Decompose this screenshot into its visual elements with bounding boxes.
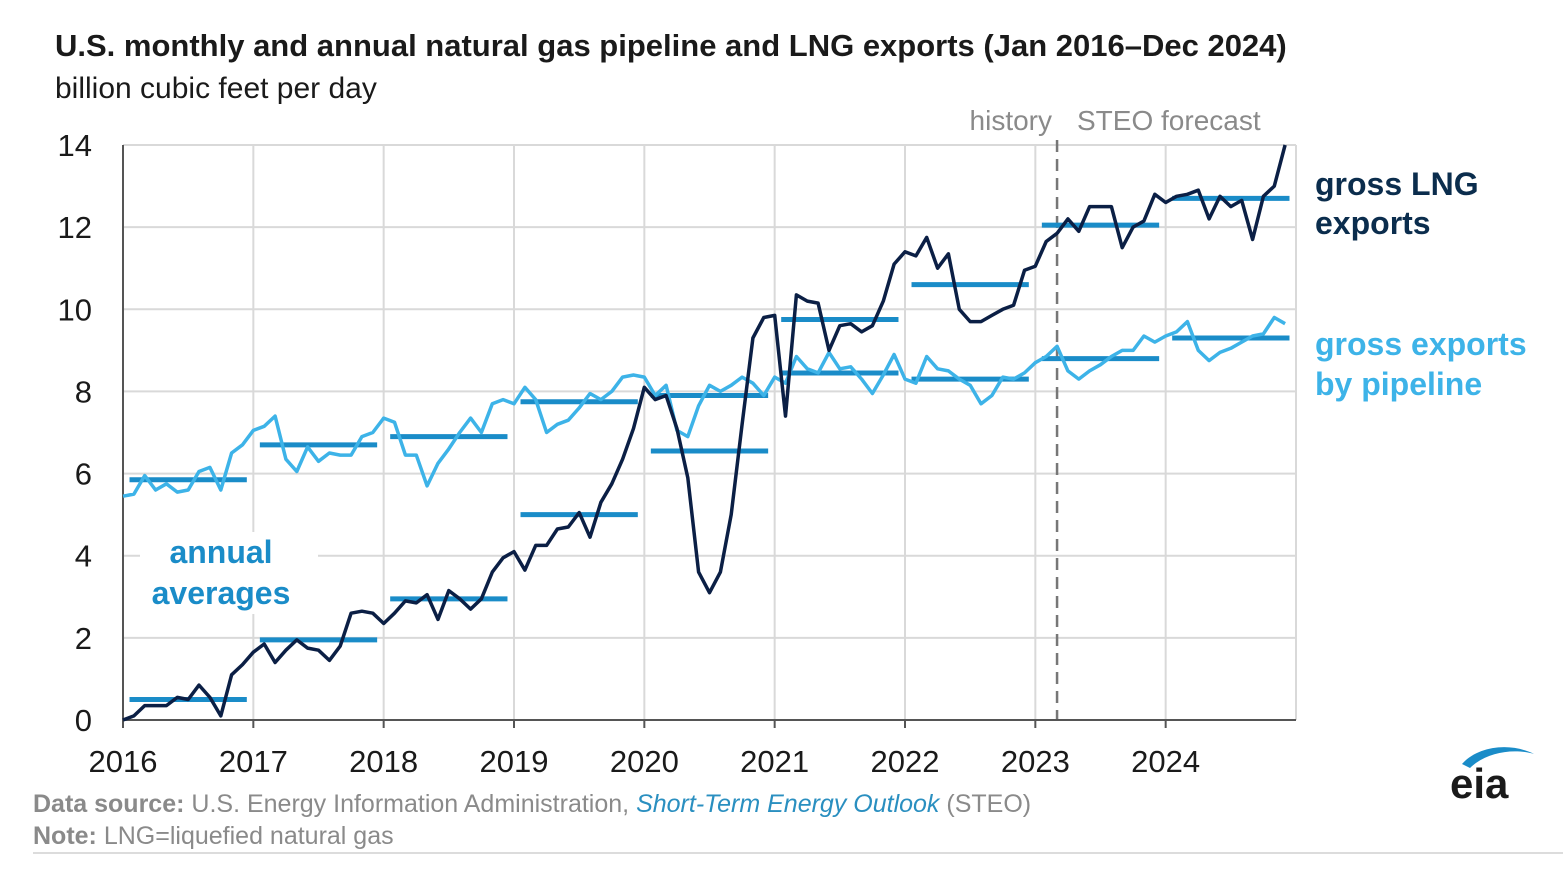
x-tick-label: 2017 [219,744,288,779]
footer-divider [33,852,1563,854]
forecast-label: STEO forecast [1077,105,1261,136]
x-tick-label: 2022 [871,744,940,779]
note-text: LNG=liquefied natural gas [103,822,394,850]
pipeline-series-label-1: gross exports [1315,326,1527,362]
pipeline-series-label-2: by pipeline [1315,366,1482,402]
note-label: Note: [33,822,97,850]
pipeline-monthly-line [122,315,1286,498]
x-tick-label: 2020 [610,744,679,779]
data-source: Data source: U.S. Energy Information Adm… [33,790,1031,819]
lng-series-label-1: gross LNG [1315,166,1479,202]
x-tick-label: 2019 [480,744,549,779]
note: Note: LNG=liquefied natural gas [33,822,394,851]
chart-labels: history STEO forecast gross LNG exports … [140,105,1527,614]
series-lines [122,144,1287,722]
history-label: history [970,105,1052,136]
logo-text: eia [1450,760,1509,804]
x-tick-label: 2016 [89,744,158,779]
x-tick-label: 2018 [349,744,418,779]
y-tick-label: 12 [58,210,92,245]
axes: 0 2 4 6 8 10 12 14 2016 2017 2018 2019 2020 2021 2022 2… [58,128,1296,779]
x-tick-label: 2021 [740,744,809,779]
source-publication-link[interactable]: Short-Term Energy Outlook [636,790,940,818]
y-tick-label: 8 [75,374,92,409]
y-tick-label: 4 [75,539,92,574]
lng-series-label-2: exports [1315,205,1431,241]
y-tick-label: 2 [75,621,92,656]
eia-logo-icon[interactable]: eia [1448,742,1538,804]
x-tick-label: 2024 [1131,744,1200,779]
annual-averages [129,195,1290,702]
chart-title: U.S. monthly and annual natural gas pipe… [55,28,1287,63]
y-tick-label: 10 [58,292,92,327]
lng-monthly-line [122,144,1287,722]
annual-label-bg [140,532,318,614]
source-text: U.S. Energy Information Administration, [191,790,630,818]
source-suffix: (STEO) [946,790,1032,818]
x-tick-label: 2023 [1001,744,1070,779]
chart-subtitle: billion cubic feet per day [55,72,377,105]
y-tick-label: 14 [58,128,92,163]
y-tick-label: 0 [75,703,92,738]
y-tick-label: 6 [75,457,92,492]
source-label: Data source: [33,790,185,818]
annual-label-1: annual [169,534,272,570]
annual-label-2: averages [152,575,291,611]
